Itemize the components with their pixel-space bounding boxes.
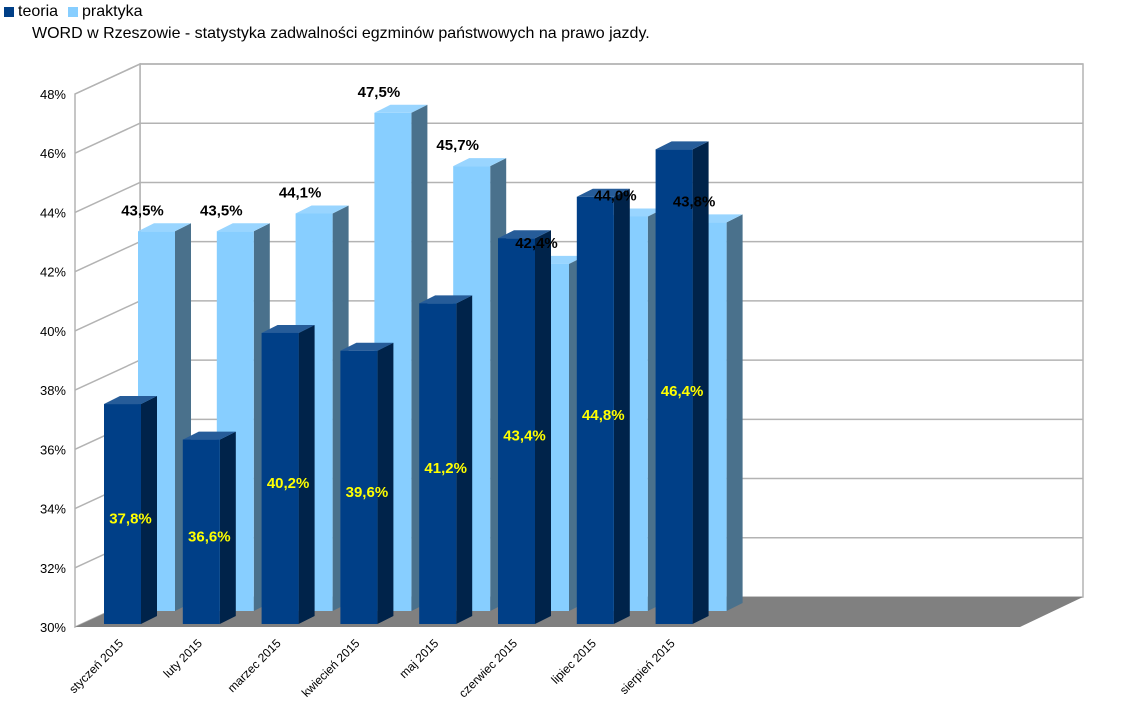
data-label-praktyka: 42,4%: [515, 235, 558, 252]
bar-teoria-front: [576, 196, 614, 624]
data-label-teoria: 36,6%: [188, 528, 231, 545]
data-label-teoria: 39,6%: [346, 484, 389, 501]
bar-teoria: [655, 141, 709, 624]
bar-teoria: [419, 295, 473, 624]
bar-teoria-top: [419, 295, 473, 304]
legend-item-praktyka: praktyka: [68, 3, 143, 21]
bar-teoria: [104, 396, 157, 624]
bar-teoria: [576, 188, 630, 624]
bar-teoria-front: [340, 350, 378, 624]
bar-teoria-front: [104, 404, 141, 624]
x-tick-label: luty 2015: [161, 636, 206, 681]
gridline-side: [74, 240, 141, 273]
bar-teoria-front: [498, 238, 535, 624]
data-label-teoria: 37,8%: [109, 511, 152, 528]
data-label-teoria: 41,2%: [424, 460, 467, 477]
data-label-praktyka: 44,0%: [594, 187, 637, 204]
y-tick-label: 48%: [40, 87, 66, 102]
x-tick-label: lipiec 2015: [548, 636, 599, 687]
legend-swatch-teoria: [4, 7, 14, 17]
data-label-praktyka: 43,5%: [200, 202, 243, 219]
gridline-side: [74, 63, 141, 95]
chart-title: WORD w Rzeszowie - statystyka zadwalnośc…: [32, 25, 650, 42]
bar-praktyka-side: [726, 214, 743, 611]
y-tick-label: 38%: [40, 383, 66, 398]
bar-teoria-front: [182, 439, 220, 624]
bar-teoria-top: [498, 230, 551, 239]
bar-teoria: [498, 230, 551, 624]
bar-praktyka-top: [453, 158, 507, 167]
y-tick-label: 30%: [40, 620, 66, 635]
bar-teoria-side: [377, 342, 394, 624]
bar-teoria: [261, 324, 315, 624]
x-tick-label: maj 2015: [397, 636, 442, 681]
data-label-praktyka: 44,1%: [279, 184, 322, 201]
bar-teoria-side: [613, 188, 630, 624]
y-tick-label: 42%: [40, 265, 66, 280]
data-label-teoria: 40,2%: [267, 475, 310, 492]
bar-praktyka-top: [138, 223, 191, 232]
x-tick-label: czerwiec 2015: [456, 636, 520, 700]
legend-item-teoria: teoria: [4, 3, 58, 21]
y-tick-label: 46%: [40, 146, 66, 161]
y-tick-label: 40%: [40, 324, 66, 339]
data-label-teoria: 46,4%: [661, 383, 704, 400]
legend: teoria praktyka: [4, 3, 143, 21]
bar-teoria-top: [576, 188, 630, 197]
data-label-praktyka: 47,5%: [358, 84, 401, 101]
bar-teoria-top: [655, 141, 709, 150]
bar-teoria-front: [261, 332, 299, 624]
bar-teoria-side: [535, 230, 551, 624]
bar-teoria-front: [419, 303, 457, 624]
bar-praktyka-top: [216, 223, 270, 232]
bar-teoria-front: [655, 149, 693, 624]
bar-teoria-side: [298, 324, 315, 624]
data-label-teoria: 43,4%: [503, 428, 546, 445]
data-label-teoria: 44,8%: [582, 407, 625, 424]
gridline-side: [74, 122, 141, 154]
bar-teoria-top: [104, 396, 157, 405]
data-label-praktyka: 43,5%: [121, 202, 164, 219]
legend-label-teoria: teoria: [18, 3, 59, 20]
bar-teoria-top: [182, 431, 236, 440]
bar-teoria-side: [692, 141, 709, 624]
bar-teoria-side: [141, 396, 157, 624]
x-tick-label: kwiecień 2015: [299, 636, 363, 700]
y-tick-label: 36%: [40, 442, 66, 457]
data-label-praktyka: 43,8%: [673, 193, 716, 210]
gridline-side: [74, 359, 141, 391]
legend-label-praktyka: praktyka: [82, 3, 143, 20]
bar-teoria: [340, 342, 394, 624]
bar-teoria: [182, 431, 236, 624]
gridline-side: [74, 300, 141, 332]
gridline-side: [74, 181, 141, 214]
bar-teoria-top: [340, 342, 394, 351]
data-label-praktyka: 45,7%: [436, 137, 479, 154]
bar-teoria-side: [219, 431, 236, 624]
bar-praktyka-top: [374, 104, 428, 113]
y-tick-label: 34%: [40, 502, 66, 517]
y-tick-label: 32%: [40, 561, 66, 576]
y-tick-label: 44%: [40, 205, 66, 220]
bar-teoria-top: [261, 324, 315, 333]
bar-praktyka-top: [295, 205, 349, 214]
legend-swatch-praktyka: [68, 7, 79, 17]
bar-teoria-side: [456, 295, 473, 624]
x-tick-label: sierpień 2015: [617, 636, 678, 697]
x-tick-label: marzec 2015: [225, 636, 284, 695]
x-tick-label: styczeń 2015: [66, 636, 126, 696]
